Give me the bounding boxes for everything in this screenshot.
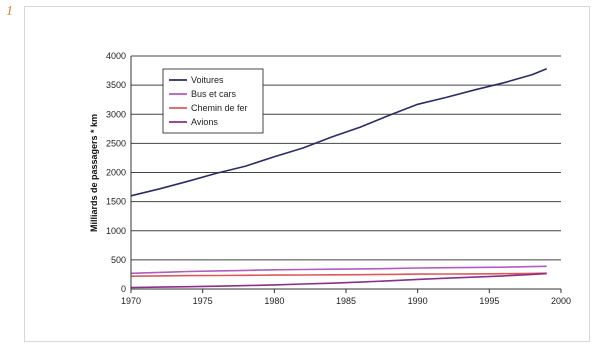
x-tick-label: 1985 <box>336 296 356 306</box>
series-lines <box>130 68 547 289</box>
y-tick-label: 2000 <box>106 168 126 178</box>
x-tick-label: 1995 <box>479 296 499 306</box>
y-tick-label: 0 <box>121 284 126 294</box>
y-tick-label: 3500 <box>106 80 126 90</box>
x-tick-label: 1980 <box>264 296 284 306</box>
legend-label: Voitures <box>191 75 224 85</box>
legend: Voitures Bus et cars Chemin de fer Avions <box>162 68 264 134</box>
y-tick-label: 4000 <box>106 51 126 61</box>
legend-label: Bus et cars <box>191 89 237 99</box>
y-tick-label: 1000 <box>106 226 126 236</box>
y-tick-label: 1500 <box>106 197 126 207</box>
legend-label: Chemin de fer <box>191 103 248 113</box>
y-tick-label: 2500 <box>106 138 126 148</box>
legend-label: Avions <box>191 117 218 127</box>
series-line-avions <box>130 272 547 289</box>
x-tick-label: 1970 <box>121 296 141 306</box>
tick-labels: 0 500 1000 1500 2000 2500 3000 3500 4000 1970 1975… <box>106 51 571 306</box>
series-line-bus-et-cars <box>130 265 547 275</box>
y-tick-label: 3000 <box>106 109 126 119</box>
x-tick-label: 1990 <box>408 296 428 306</box>
chart-frame <box>24 6 590 342</box>
axes <box>130 56 562 293</box>
y-axis-label: Milliards de passagers * km <box>89 114 99 232</box>
series-line-chemin-de-fer <box>130 272 547 277</box>
figure-number: 1 <box>6 4 13 19</box>
y-tick-label: 500 <box>111 255 126 265</box>
series-line-voitures <box>130 68 547 197</box>
x-tick-label: 2000 <box>551 296 571 306</box>
x-tick-label: 1975 <box>193 296 213 306</box>
